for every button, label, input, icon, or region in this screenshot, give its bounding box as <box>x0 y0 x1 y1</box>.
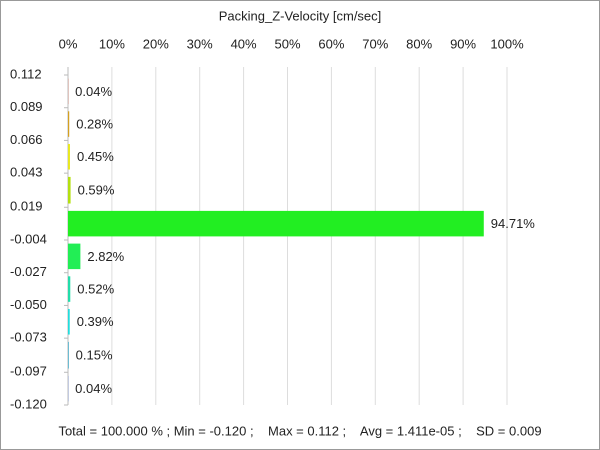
x-tick-label: 90% <box>450 36 476 51</box>
bar <box>68 176 71 204</box>
bar <box>68 276 71 302</box>
x-tick-label: 20% <box>143 36 169 51</box>
value-label: 0.28% <box>76 117 113 132</box>
y-tick-label: 0.089 <box>10 99 43 114</box>
y-tick-label: 0.043 <box>10 165 43 180</box>
x-tick-label: 40% <box>231 36 257 51</box>
y-tick-label: -0.073 <box>10 330 47 345</box>
bar <box>68 210 484 237</box>
bar <box>68 341 69 369</box>
value-label: 0.45% <box>77 149 114 164</box>
chart-title: Packing_Z-Velocity [cm/sec] <box>219 8 382 23</box>
bar <box>68 243 81 270</box>
y-tick-label: -0.004 <box>10 231 47 246</box>
y-tick-label: -0.120 <box>10 396 47 411</box>
bar <box>68 309 70 335</box>
x-tick-label: 0% <box>59 36 78 51</box>
x-tick-label: 60% <box>318 36 344 51</box>
x-tick-label: 50% <box>274 36 300 51</box>
value-label: 0.39% <box>77 314 114 329</box>
footer: Total = 100.000 % ; Min = -0.120 ; Max =… <box>58 423 541 438</box>
value-label: 0.15% <box>76 348 113 363</box>
x-tick-label: 30% <box>187 36 213 51</box>
value-label: 2.82% <box>87 249 124 264</box>
y-tick-label: 0.019 <box>10 199 43 214</box>
value-label: 0.59% <box>78 183 115 198</box>
value-label: 0.04% <box>75 381 112 396</box>
value-label: 94.71% <box>491 216 536 231</box>
x-tick-label: 100% <box>490 36 524 51</box>
y-tick-label: 0.066 <box>10 132 43 147</box>
y-tick-label: 0.112 <box>10 66 42 81</box>
y-tick-label: -0.050 <box>10 297 47 312</box>
y-tick-label: -0.097 <box>10 364 47 379</box>
value-label: 0.52% <box>77 282 114 297</box>
x-tick-label: 80% <box>406 36 432 51</box>
x-tick-label: 70% <box>362 36 388 51</box>
bar <box>68 144 70 170</box>
value-label: 0.04% <box>75 84 112 99</box>
y-tick-label: -0.027 <box>10 264 47 279</box>
x-tick-label: 10% <box>99 36 125 51</box>
bar <box>68 111 70 137</box>
